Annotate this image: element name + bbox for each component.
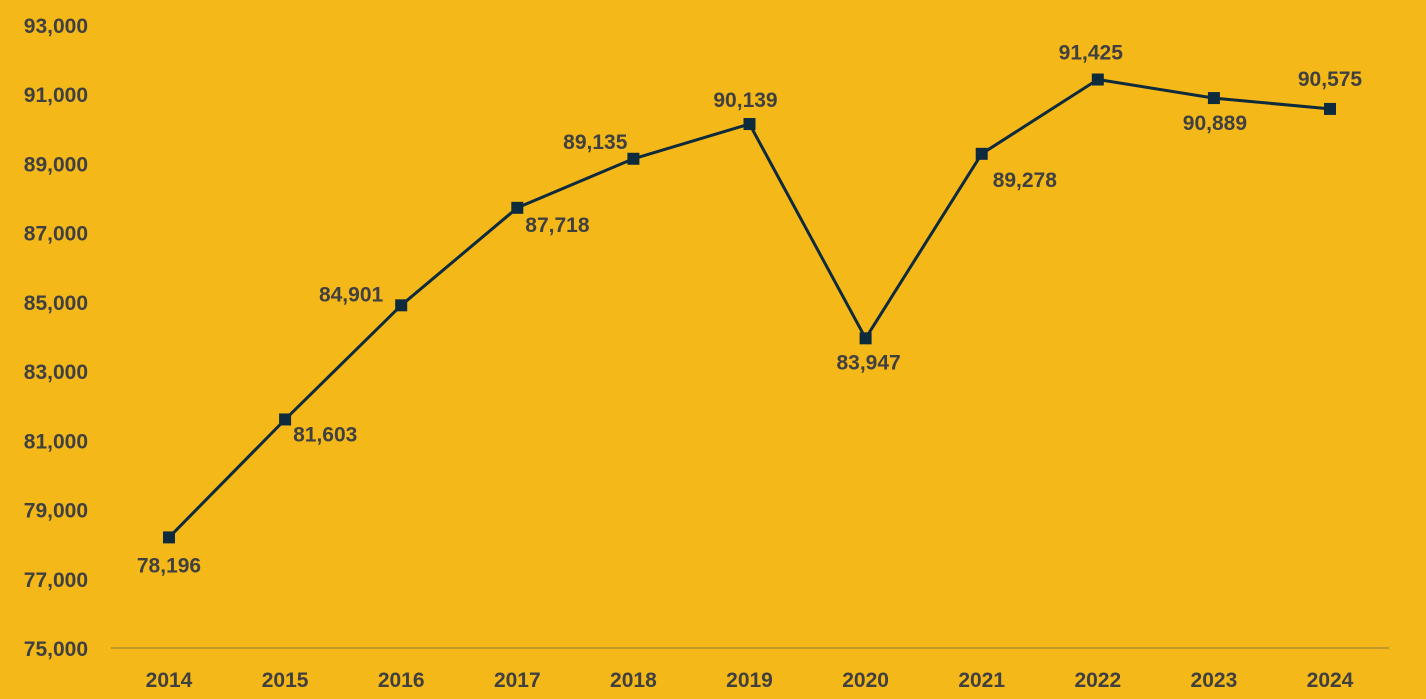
data-point-marker — [1091, 73, 1104, 86]
x-tick-label: 2015 — [262, 669, 309, 692]
x-tick-label: 2017 — [494, 669, 541, 692]
data-label: 78,196 — [137, 554, 201, 577]
y-tick-label: 91,000 — [24, 84, 88, 107]
markers — [163, 73, 1336, 544]
data-label: 83,947 — [836, 351, 900, 374]
data-label: 90,575 — [1298, 68, 1363, 91]
y-tick-label: 87,000 — [24, 223, 88, 246]
data-label: 90,889 — [1183, 112, 1247, 135]
data-point-marker — [627, 152, 640, 165]
x-tick-label: 2023 — [1191, 669, 1238, 692]
series-line — [167, 78, 1331, 539]
data-point-marker — [975, 147, 988, 160]
x-tick-label: 2022 — [1074, 669, 1121, 692]
data-labels: 78,196 81,603 84,901 87,718 89,135 90,139 83,9… — [137, 42, 1363, 578]
y-axis: 75,000 77,000 79,000 81,000 83,000 85,000 87,0… — [24, 15, 88, 661]
data-point-marker — [163, 531, 175, 544]
y-tick-label: 85,000 — [24, 292, 88, 315]
x-tick-label: 2020 — [842, 669, 889, 692]
data-label: 81,603 — [293, 423, 357, 446]
data-point-marker — [859, 332, 872, 345]
y-tick-label: 83,000 — [24, 361, 88, 384]
x-tick-label: 2016 — [378, 669, 425, 692]
y-tick-label: 81,000 — [24, 430, 88, 453]
data-point-marker — [279, 413, 292, 426]
data-label: 89,278 — [993, 169, 1058, 192]
x-tick-label: 2024 — [1307, 669, 1354, 692]
y-tick-label: 75,000 — [24, 638, 88, 661]
data-point-marker — [395, 299, 408, 312]
x-tick-label: 2021 — [958, 669, 1005, 692]
x-tick-label: 2014 — [146, 669, 193, 692]
y-tick-label: 93,000 — [24, 15, 88, 38]
x-axis: 2014 2015 2016 2017 2018 2019 2020 2021 2022 2023… — [146, 669, 1354, 692]
data-point-marker — [511, 201, 524, 214]
data-point-marker — [1324, 102, 1336, 115]
data-label: 89,135 — [563, 131, 628, 154]
data-label: 87,718 — [525, 214, 590, 237]
data-label: 90,139 — [713, 89, 777, 112]
y-tick-label: 79,000 — [24, 500, 88, 523]
data-label: 84,901 — [319, 283, 384, 306]
data-label: 91,425 — [1059, 42, 1124, 65]
y-tick-label: 77,000 — [24, 569, 88, 592]
y-tick-label: 89,000 — [24, 153, 88, 176]
data-point-marker — [743, 118, 756, 131]
x-tick-label: 2018 — [610, 669, 657, 692]
x-tick-label: 2019 — [726, 669, 773, 692]
data-point-marker — [1207, 92, 1220, 105]
